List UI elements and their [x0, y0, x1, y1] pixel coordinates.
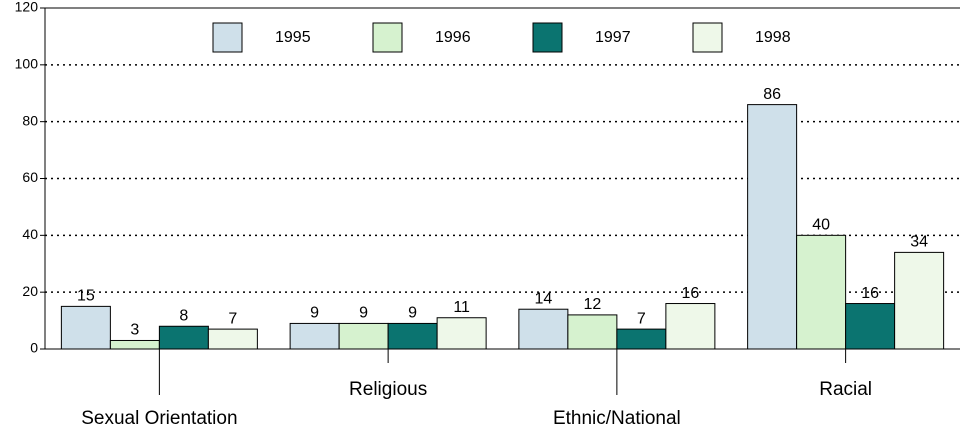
- data-label: 7: [228, 310, 237, 327]
- bar: [616, 328, 667, 350]
- data-label: 8: [179, 307, 188, 324]
- bar: [60, 305, 111, 350]
- bar: [338, 322, 389, 350]
- y-tick-label: 0: [30, 340, 38, 356]
- legend-label: 1995: [275, 29, 311, 46]
- data-label: 12: [583, 296, 601, 313]
- bar: [109, 339, 160, 350]
- y-tick-label: 80: [22, 112, 38, 128]
- bar: [747, 104, 798, 350]
- data-label: 86: [763, 86, 781, 103]
- x-tick-label: Religious: [349, 379, 427, 400]
- bar: [894, 251, 945, 350]
- data-label: 16: [861, 285, 879, 302]
- legend-swatch: [372, 22, 403, 53]
- bar: [796, 234, 847, 350]
- data-label: 3: [130, 322, 139, 339]
- x-tick-label: Sexual Orientation: [81, 408, 237, 429]
- y-tick-label: 60: [22, 169, 38, 185]
- x-tick-label: Ethnic/National: [553, 408, 681, 429]
- data-label: 40: [812, 217, 830, 234]
- x-tick-label: Racial: [819, 379, 872, 400]
- bar: [845, 303, 896, 350]
- y-tick-label: 20: [22, 283, 38, 299]
- data-label: 11: [453, 299, 470, 316]
- bar: [518, 308, 569, 350]
- legend-label: 1998: [755, 29, 791, 46]
- data-label: 9: [408, 305, 417, 322]
- data-label: 15: [77, 288, 95, 305]
- data-label: 16: [681, 285, 699, 302]
- bar: [665, 303, 716, 350]
- legend-label: 1996: [435, 29, 471, 46]
- y-tick-label: 100: [15, 56, 39, 72]
- bar: [567, 314, 618, 350]
- bar: [387, 322, 438, 350]
- bar: [289, 322, 340, 350]
- legend-swatch: [212, 22, 243, 53]
- data-label: 34: [910, 234, 928, 251]
- legend-label: 1997: [595, 29, 631, 46]
- data-label: 14: [534, 290, 552, 307]
- bar: [158, 325, 209, 350]
- legend-swatch: [692, 22, 723, 53]
- bar: [436, 317, 487, 350]
- y-tick-label: 40: [22, 226, 38, 242]
- data-label: 9: [310, 305, 319, 322]
- y-tick-label: 120: [15, 0, 39, 15]
- legend-swatch: [532, 22, 563, 53]
- data-label: 9: [359, 305, 368, 322]
- data-label: 7: [637, 310, 646, 327]
- bar: [207, 328, 258, 350]
